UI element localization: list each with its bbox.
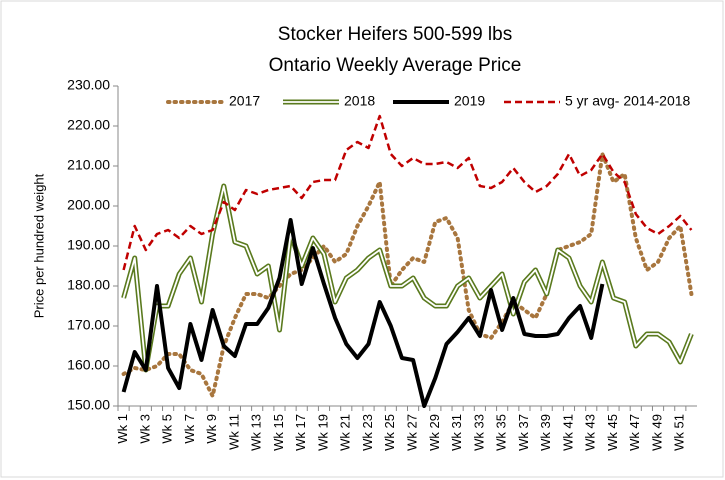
x-tick-label: Wk 11 xyxy=(226,414,241,450)
x-tick-label: Wk 15 xyxy=(271,414,286,451)
y-tick-label: 210.00 xyxy=(67,157,110,173)
chart-title: Stocker Heifers 500-599 lbs xyxy=(278,24,512,45)
x-tick-label: Wk 23 xyxy=(360,414,375,451)
series-line xyxy=(121,218,605,408)
y-tick-label: 200.00 xyxy=(67,197,110,213)
x-tick-label: Wk 37 xyxy=(516,414,531,451)
x-tick-label: Wk 49 xyxy=(649,414,664,451)
x-tick-label: Wk 5 xyxy=(160,414,175,444)
legend-label: 5 yr avg- 2014-2018 xyxy=(565,93,691,109)
x-tick-label: Wk 13 xyxy=(249,414,264,451)
y-axis-label: Price per hundred weight xyxy=(31,173,46,318)
x-tick-label: Wk 45 xyxy=(605,414,620,451)
x-tick-label: Wk 29 xyxy=(427,414,442,451)
x-tick-label: Wk 47 xyxy=(627,414,642,451)
y-tick-label: 190.00 xyxy=(67,237,110,253)
x-tick-label: Wk 27 xyxy=(405,414,420,451)
x-tick-label: Wk 43 xyxy=(583,414,598,451)
series-line-inner xyxy=(122,185,693,371)
y-tick-label: 220.00 xyxy=(67,117,110,133)
x-tick-label: Wk 21 xyxy=(338,414,353,451)
legend-label: 2019 xyxy=(454,93,485,109)
x-tick-label: Wk 31 xyxy=(449,414,464,451)
chart-title: Ontario Weekly Average Price xyxy=(269,55,522,76)
y-tick-label: 230.00 xyxy=(67,77,110,93)
x-tick-label: Wk 19 xyxy=(315,414,330,451)
x-tick-label: Wk 7 xyxy=(182,414,197,444)
x-tick-label: Wk 35 xyxy=(494,414,509,451)
x-tick-label: Wk 17 xyxy=(293,414,308,451)
legend-label: 2018 xyxy=(344,93,375,109)
x-tick-label: Wk 1 xyxy=(115,414,130,444)
x-tick-label: Wk 41 xyxy=(560,414,575,451)
y-tick-label: 150.00 xyxy=(67,397,110,413)
series-line xyxy=(122,114,693,271)
y-tick-label: 160.00 xyxy=(67,357,110,373)
x-tick-label: Wk 9 xyxy=(204,414,219,444)
x-tick-label: Wk 33 xyxy=(471,414,486,451)
x-tick-label: Wk 39 xyxy=(538,414,553,451)
x-tick-label: Wk 25 xyxy=(382,414,397,451)
y-tick-label: 170.00 xyxy=(67,317,110,333)
legend-label: 2017 xyxy=(229,93,260,109)
series-line xyxy=(121,152,694,398)
x-tick-label: Wk 51 xyxy=(672,414,687,451)
x-tick-label: Wk 3 xyxy=(137,414,152,444)
y-tick-label: 180.00 xyxy=(67,277,110,293)
